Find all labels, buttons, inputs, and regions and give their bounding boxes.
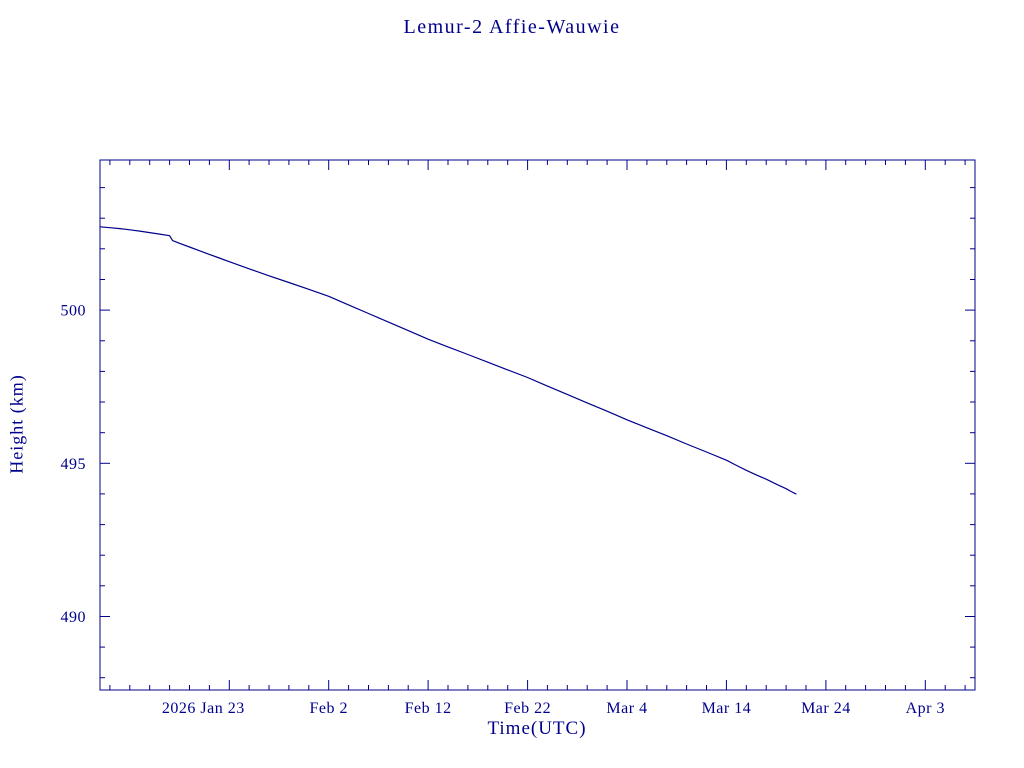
- x-tick-label: 2026 Jan 23: [162, 700, 245, 717]
- x-tick-label: Apr 3: [906, 700, 945, 717]
- x-tick-label: Mar 14: [702, 700, 752, 717]
- x-tick-label: Feb 2: [309, 700, 348, 717]
- x-tick-label: Mar 4: [606, 700, 647, 717]
- plot-frame: [99, 159, 976, 691]
- y-tick-label: 500: [61, 303, 87, 320]
- height-decay-line: [99, 226, 797, 495]
- x-tick-label: Mar 24: [801, 700, 851, 717]
- y-tick-label: 490: [61, 609, 87, 626]
- x-tick-label: Feb 12: [405, 700, 452, 717]
- chart-title: Lemur-2 Affie-Wauwie: [403, 16, 621, 38]
- x-axis-label: Time(UTC): [487, 718, 587, 739]
- y-tick-label: 495: [61, 456, 87, 473]
- x-tick-label: Feb 22: [504, 700, 551, 717]
